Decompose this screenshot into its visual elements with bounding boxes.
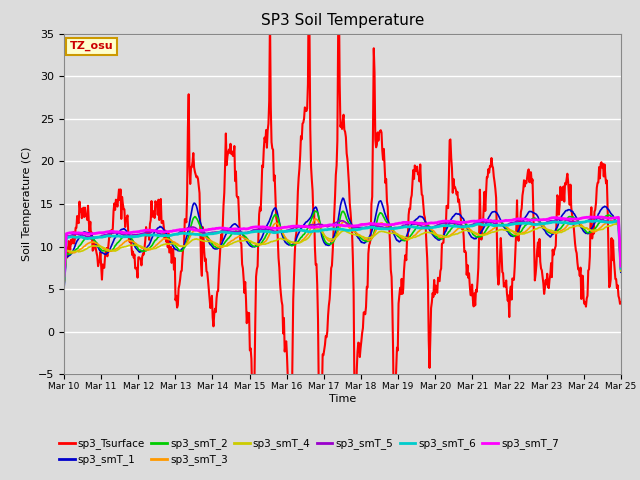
sp3_smT_1 <box>60 286 68 292</box>
Line: sp3_smT_6: sp3_smT_6 <box>64 221 621 278</box>
sp3_smT_5 <box>591 215 598 221</box>
sp3_smT_2 <box>428 227 435 232</box>
X-axis label: Time: Time <box>329 394 356 404</box>
sp3_smT_6 <box>70 234 78 240</box>
sp3_smT_3 <box>617 268 625 274</box>
sp3_smT_7 <box>60 273 68 279</box>
sp3_smT_6 <box>184 231 192 237</box>
sp3_smT_7 <box>184 227 192 232</box>
sp3_smT_2 <box>127 235 135 241</box>
sp3_smT_1 <box>184 229 192 235</box>
Title: SP3 Soil Temperature: SP3 Soil Temperature <box>260 13 424 28</box>
sp3_smT_7 <box>127 229 135 235</box>
sp3_smT_2 <box>184 236 192 241</box>
sp3_smT_4 <box>426 230 434 236</box>
sp3_smT_3 <box>312 216 319 222</box>
Legend: sp3_Tsurface, sp3_smT_1, sp3_smT_2, sp3_smT_3, sp3_smT_4, sp3_smT_5, sp3_smT_6, : sp3_Tsurface, sp3_smT_1, sp3_smT_2, sp3_… <box>55 434 563 469</box>
sp3_Tsurface <box>184 125 192 131</box>
sp3_smT_6 <box>617 265 625 271</box>
sp3_smT_4 <box>410 234 418 240</box>
sp3_smT_4 <box>60 282 68 288</box>
sp3_smT_5 <box>70 231 78 237</box>
sp3_smT_1 <box>411 218 419 224</box>
sp3_smT_4 <box>617 268 625 274</box>
Line: sp3_Tsurface: sp3_Tsurface <box>64 0 621 480</box>
sp3_smT_6 <box>127 234 135 240</box>
sp3_smT_6 <box>410 224 418 230</box>
sp3_smT_2 <box>70 249 78 254</box>
sp3_smT_2 <box>312 208 319 214</box>
sp3_smT_3 <box>428 226 435 232</box>
sp3_smT_4 <box>127 242 135 248</box>
Y-axis label: Soil Temperature (C): Soil Temperature (C) <box>22 147 33 261</box>
sp3_smT_4 <box>70 249 78 254</box>
Line: sp3_smT_7: sp3_smT_7 <box>64 217 621 276</box>
Line: sp3_smT_1: sp3_smT_1 <box>64 198 621 289</box>
sp3_smT_3 <box>184 239 192 244</box>
sp3_smT_1 <box>70 245 78 251</box>
sp3_smT_6 <box>214 230 221 236</box>
sp3_smT_7 <box>595 214 602 220</box>
Line: sp3_smT_5: sp3_smT_5 <box>64 218 621 277</box>
sp3_smT_5 <box>410 221 418 227</box>
sp3_smT_1 <box>127 237 135 243</box>
sp3_smT_6 <box>426 225 434 230</box>
sp3_smT_4 <box>611 221 618 227</box>
sp3_smT_6 <box>614 218 622 224</box>
sp3_smT_4 <box>214 241 221 247</box>
sp3_Tsurface <box>412 168 419 173</box>
sp3_smT_5 <box>617 265 625 271</box>
sp3_smT_4 <box>184 241 192 247</box>
sp3_smT_5 <box>426 224 434 230</box>
sp3_smT_5 <box>127 232 135 238</box>
sp3_smT_2 <box>60 283 68 289</box>
sp3_smT_1 <box>339 195 347 201</box>
Line: sp3_smT_3: sp3_smT_3 <box>64 219 621 285</box>
sp3_smT_3 <box>214 243 221 249</box>
Text: TZ_osu: TZ_osu <box>70 41 113 51</box>
sp3_Tsurface <box>214 288 221 294</box>
sp3_smT_2 <box>214 245 221 251</box>
sp3_smT_6 <box>60 275 68 281</box>
sp3_smT_7 <box>617 263 625 269</box>
sp3_smT_1 <box>214 246 221 252</box>
sp3_smT_1 <box>617 269 625 275</box>
Line: sp3_smT_4: sp3_smT_4 <box>64 224 621 285</box>
sp3_smT_2 <box>617 268 625 274</box>
sp3_smT_3 <box>70 250 78 255</box>
sp3_smT_5 <box>60 275 68 280</box>
sp3_smT_7 <box>70 230 78 236</box>
sp3_smT_1 <box>428 230 435 236</box>
sp3_smT_7 <box>426 220 434 226</box>
sp3_Tsurface <box>60 253 68 259</box>
sp3_smT_5 <box>184 225 192 230</box>
Line: sp3_smT_2: sp3_smT_2 <box>64 211 621 286</box>
sp3_Tsurface <box>428 300 436 305</box>
sp3_smT_2 <box>411 227 419 233</box>
sp3_smT_5 <box>214 229 221 235</box>
sp3_smT_3 <box>60 282 68 288</box>
sp3_smT_7 <box>410 220 418 226</box>
sp3_smT_3 <box>127 238 135 244</box>
sp3_smT_7 <box>214 226 221 231</box>
sp3_Tsurface <box>617 300 625 305</box>
sp3_smT_3 <box>411 232 419 238</box>
sp3_Tsurface <box>70 240 78 246</box>
sp3_Tsurface <box>127 242 135 248</box>
